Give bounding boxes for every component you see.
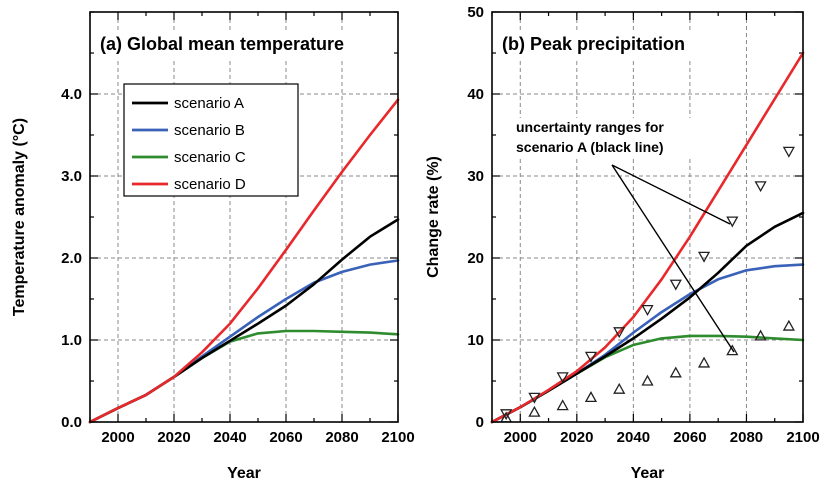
x-tick-label: 2000 xyxy=(101,429,134,446)
panel-title: (a) Global mean temperature xyxy=(100,34,344,54)
y-tick-label: 0 xyxy=(476,414,484,431)
series-line-scenario-b xyxy=(490,263,805,424)
upper-range-marker xyxy=(500,409,513,421)
x-tick-label: 2100 xyxy=(786,429,819,446)
upper-range-marker xyxy=(613,327,626,339)
x-axis-label: Year xyxy=(227,465,261,482)
plot-frame xyxy=(491,11,804,423)
y-tick-label: 20 xyxy=(467,250,484,267)
panel-title-background xyxy=(94,30,386,58)
lower-range-marker xyxy=(782,319,795,331)
x-tick-label: 2020 xyxy=(560,429,593,446)
legend: scenario A scenario B scenario C scenario D xyxy=(123,83,299,197)
annotation-text-line: scenario A (black line) xyxy=(516,139,664,155)
upper-range-marker xyxy=(669,279,682,291)
series-line-scenario-a xyxy=(490,211,805,424)
lower-range-marker xyxy=(754,329,767,341)
annotation-background xyxy=(512,118,702,158)
lower-range-marker xyxy=(613,382,626,394)
lower-range-marker xyxy=(584,391,598,403)
x-axis-label: Year xyxy=(631,465,665,482)
x-tick-label: 2040 xyxy=(617,429,650,446)
legend-label-scenario-d: scenario D xyxy=(174,176,246,193)
y-tick-label: 10 xyxy=(467,332,484,349)
y-tick-label: 3.0 xyxy=(61,168,82,185)
lower-range-marker xyxy=(556,399,569,411)
legend-label-scenario-a: scenario A xyxy=(174,95,244,112)
y-axis-label: Change rate (%) xyxy=(425,156,442,278)
x-tick-label: 2060 xyxy=(673,429,706,446)
upper-range-marker xyxy=(697,251,711,263)
upper-range-marker xyxy=(754,181,767,193)
legend-label-scenario-c: scenario C xyxy=(174,149,246,166)
annotation-text-line: uncertainty ranges for xyxy=(516,119,664,135)
series-line-scenario-a xyxy=(88,218,400,424)
upper-range-marker xyxy=(782,146,795,158)
lower-range-marker xyxy=(697,356,711,368)
x-tick-label: 2100 xyxy=(381,429,414,446)
upper-range-marker xyxy=(641,305,654,316)
panel-a-temperature-chart: 2000 2020 2040 2060 2080 2100 0.0 1.0 2.0 3.0 4.0 Y… xyxy=(11,11,415,482)
y-tick-label: 0.0 xyxy=(61,414,82,431)
lower-range-marker xyxy=(669,366,682,378)
panel-title: (b) Peak precipitation xyxy=(502,34,685,54)
y-tick-label: 4.0 xyxy=(61,86,82,103)
upper-range-marker xyxy=(726,216,739,228)
annotation-arrow-upper xyxy=(611,164,731,225)
uncertainty-annotation: uncertainty ranges for scenario A (black … xyxy=(512,118,735,353)
series-line-scenario-c xyxy=(490,334,805,424)
lower-range-marker xyxy=(641,374,654,386)
series-line-scenario-d xyxy=(88,98,400,424)
x-tick-label: 2040 xyxy=(213,429,246,446)
x-tick-label: 2060 xyxy=(269,429,302,446)
lower-range-marker xyxy=(726,344,739,356)
x-tick-label: 2080 xyxy=(730,429,763,446)
upper-range-marker xyxy=(528,392,541,404)
x-tick-label: 2020 xyxy=(157,429,190,446)
annotation-arrow-lower xyxy=(611,164,735,353)
lower-range-marker xyxy=(528,405,541,417)
upper-range-marker xyxy=(584,351,598,363)
y-tick-label: 40 xyxy=(467,86,484,103)
series-line-scenario-b xyxy=(88,259,400,424)
series-line-scenario-c xyxy=(88,329,400,424)
y-tick-label: 1.0 xyxy=(61,332,82,349)
panel-b-precipitation-chart: 2000 2020 2040 2060 2080 2100 0 10 20 30 40 50 Year C… xyxy=(425,4,820,482)
plot-frame xyxy=(89,11,399,423)
y-axis-label: Temperature anomaly (°C) xyxy=(11,118,28,316)
x-tick-label: 2080 xyxy=(325,429,358,446)
series-line-scenario-d xyxy=(490,51,805,424)
panel-title-background xyxy=(496,30,706,58)
x-tick-label: 2000 xyxy=(504,429,537,446)
y-tick-label: 30 xyxy=(467,168,484,185)
legend-label-scenario-b: scenario B xyxy=(174,122,245,139)
upper-range-marker xyxy=(556,372,569,384)
y-tick-label: 50 xyxy=(467,4,484,21)
y-tick-label: 2.0 xyxy=(61,250,82,267)
